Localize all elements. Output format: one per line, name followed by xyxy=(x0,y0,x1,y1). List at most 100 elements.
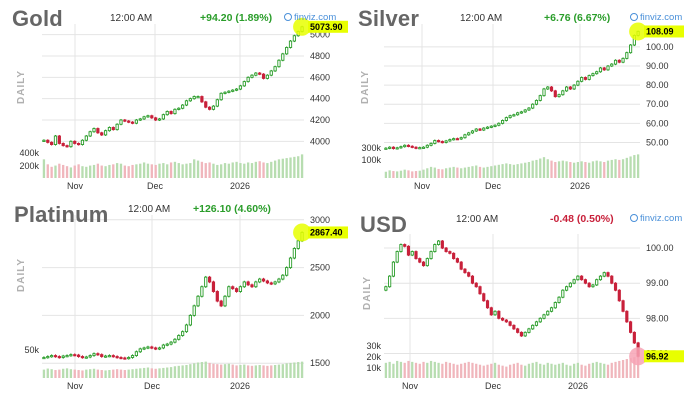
platinum-candle-body xyxy=(96,353,100,356)
usd-time: 12:00 AM xyxy=(456,214,499,225)
silver-candle-body xyxy=(606,65,610,71)
usd-volume-bar xyxy=(490,363,493,378)
silver-volume-bar xyxy=(636,154,640,178)
silver-candle-body xyxy=(425,144,429,148)
silver-volume-bar xyxy=(422,169,425,178)
silver-volume-bar xyxy=(403,169,406,178)
gold-candle-body xyxy=(142,116,146,120)
gold-volume-bar xyxy=(289,157,292,178)
silver-volume-bar xyxy=(524,162,527,178)
usd-finviz-brand[interactable]: finviz.com xyxy=(630,213,682,224)
gold-candle-body xyxy=(42,139,46,142)
silver-volume-bar xyxy=(399,170,403,178)
gold-volume-bar xyxy=(273,160,277,178)
platinum-volume-bar xyxy=(189,364,192,378)
silver-chart: 100.00 90.00 80.00 70.00 60.00 50.00 Nov Dec 202… xyxy=(361,22,684,191)
platinum-candle-body xyxy=(234,288,239,292)
usd-candle-body xyxy=(538,317,542,323)
usd-volume-bar xyxy=(531,362,534,378)
usd-candle-body xyxy=(516,328,520,333)
silver-volume-bar xyxy=(482,167,485,178)
platinum-volume-bar xyxy=(69,369,73,378)
silver-volume-bar xyxy=(486,166,489,178)
silver-candle-body xyxy=(534,99,539,105)
gold-candle-body xyxy=(123,119,127,122)
usd-candle-body xyxy=(452,252,456,260)
silver-title: Silver xyxy=(358,6,420,31)
gold-volume-bar xyxy=(92,164,96,178)
platinum-candle-body xyxy=(92,353,96,357)
silver-candle-body xyxy=(591,73,595,77)
platinum-candle-body xyxy=(184,324,189,333)
usd-volume-bar xyxy=(588,363,591,378)
platinum-candle-body xyxy=(76,354,81,357)
silver-last-price: 108.09 xyxy=(646,26,674,36)
silver-candle-body xyxy=(523,109,527,113)
platinum-volume-bar xyxy=(81,370,84,378)
gold-candle-body xyxy=(261,73,266,79)
usd-volume-bar xyxy=(467,361,470,378)
usd-candle-body xyxy=(455,258,459,263)
silver-volume-bar xyxy=(614,159,617,178)
silver-volume-bar xyxy=(557,161,561,178)
usd-candle-body xyxy=(598,275,603,281)
platinum-candle-body xyxy=(73,354,77,357)
silver-volume-bar xyxy=(572,162,576,178)
usd-volume-bar xyxy=(535,361,538,378)
usd-volume-bar xyxy=(452,363,455,378)
usd-volume-bar xyxy=(580,364,583,378)
silver-candle-body xyxy=(587,75,591,80)
gold-candle-body xyxy=(161,114,165,120)
gold-candle-body xyxy=(169,111,173,115)
gold-candle-body xyxy=(80,139,85,145)
silver-volume-bar xyxy=(448,167,452,178)
gold-daily-label: DAILY xyxy=(16,69,27,104)
platinum-volume-bar xyxy=(139,368,142,378)
finviz-icon xyxy=(630,214,638,222)
silver-candle-body xyxy=(542,88,546,97)
usd-volume-bar xyxy=(512,363,516,378)
usd-volume-bar xyxy=(539,363,542,378)
gold-volume-bar xyxy=(146,163,150,178)
silver-volume-bar xyxy=(426,168,429,178)
gold-candle-body xyxy=(227,90,231,93)
gold-candle-body xyxy=(50,141,54,145)
platinum-candle-body xyxy=(238,286,243,292)
gold-candle-body xyxy=(173,108,177,115)
silver-last-price-tag xyxy=(644,25,684,38)
gold-candle-body xyxy=(292,35,296,42)
platinum-y-tick: 1500 xyxy=(310,358,330,368)
silver-finviz-brand[interactable]: finviz.com xyxy=(630,12,682,23)
platinum-candle-body xyxy=(134,351,139,357)
gold-volume-bar xyxy=(177,163,180,178)
silver-candle-body xyxy=(598,67,603,73)
platinum-candle-body xyxy=(177,335,181,340)
usd-candle-body xyxy=(565,286,569,291)
usd-candle-body xyxy=(444,247,448,253)
gold-candle-body xyxy=(188,98,192,102)
platinum-candle-body xyxy=(246,281,250,286)
usd-candle-body xyxy=(437,240,441,245)
silver-volume-bar xyxy=(433,167,436,178)
usd-volume-bar xyxy=(621,359,625,378)
usd-y-tick: 100.00 xyxy=(646,243,674,253)
gold-candle-body xyxy=(53,135,58,145)
platinum-candle-body xyxy=(223,295,227,307)
usd-candle-body xyxy=(467,272,471,277)
silver-candle-body xyxy=(485,126,490,129)
gold-finviz-brand[interactable]: finviz.com xyxy=(284,12,336,23)
gold-volume-bar xyxy=(208,162,211,178)
platinum-candle-body xyxy=(211,281,216,292)
gold-candle-body xyxy=(211,105,216,110)
silver-candle-body xyxy=(561,90,565,96)
silver-candle-body xyxy=(610,63,614,67)
usd-candle-body xyxy=(504,319,508,323)
silver-volume-bar xyxy=(625,157,628,178)
platinum-volume-tick: 50k xyxy=(24,345,39,355)
platinum-candle-body xyxy=(57,356,61,359)
usd-candle-body xyxy=(429,251,433,260)
platinum-panel: 3000 2500 2000 1500 Nov Dec 2026 50k 2867.40 Pla… xyxy=(0,200,348,400)
gold-x-tick: Nov xyxy=(67,181,84,191)
usd-candle-body xyxy=(546,310,550,316)
platinum-candle-body xyxy=(200,286,204,297)
